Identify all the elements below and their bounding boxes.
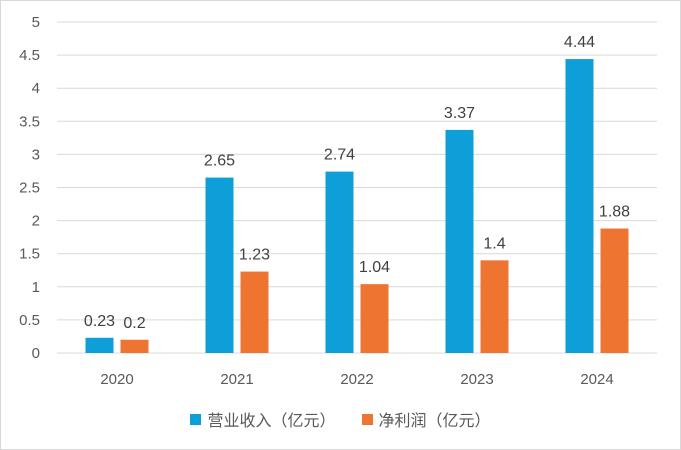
data-label-revenue-2020: 0.23 bbox=[84, 313, 115, 330]
bar-net-profit-2021 bbox=[240, 271, 269, 353]
y-tick-label: 1 bbox=[32, 279, 40, 296]
y-tick-label: 0.5 bbox=[19, 312, 40, 329]
legend-swatch-net-profit bbox=[361, 413, 373, 425]
bar-revenue-2024 bbox=[565, 59, 594, 354]
y-tick-label: 5 bbox=[32, 14, 40, 31]
bar-revenue-2020 bbox=[85, 337, 114, 353]
y-axis-ticks: 0 0.5 1 1.5 2 2.5 3 3.5 4 4.5 5 bbox=[19, 14, 40, 362]
data-label-revenue-2021: 2.65 bbox=[204, 153, 235, 170]
y-tick-label: 0 bbox=[32, 345, 40, 362]
data-labels: 0.23 0.2 2.65 1.23 2.74 1.04 3.37 1.4 4.44 1.88 bbox=[84, 34, 630, 332]
data-label-net-profit-2021: 1.23 bbox=[239, 247, 270, 264]
bar-revenue-2023 bbox=[445, 129, 474, 353]
data-label-net-profit-2023: 1.4 bbox=[483, 235, 505, 252]
gridlines bbox=[57, 21, 657, 354]
data-label-net-profit-2022: 1.04 bbox=[359, 259, 390, 276]
legend-label-net-profit: 净利润（亿元） bbox=[378, 411, 491, 430]
bar-net-profit-2020 bbox=[120, 339, 149, 353]
x-tick-label: 2020 bbox=[100, 371, 133, 388]
legend-item-net-profit: 净利润（亿元） bbox=[361, 407, 491, 431]
y-tick-label: 4.5 bbox=[19, 47, 40, 64]
legend-label-revenue: 营业收入（亿元） bbox=[207, 411, 336, 430]
data-label-revenue-2022: 2.74 bbox=[324, 147, 355, 164]
data-label-net-profit-2024: 1.88 bbox=[599, 204, 630, 221]
legend: 营业收入（亿元） 净利润（亿元） bbox=[0, 407, 681, 431]
y-tick-label: 3.5 bbox=[19, 113, 40, 130]
bars bbox=[85, 59, 629, 354]
bar-revenue-2021 bbox=[205, 177, 234, 353]
data-label-revenue-2024: 4.44 bbox=[564, 34, 595, 51]
x-tick-label: 2021 bbox=[220, 371, 253, 388]
legend-swatch-revenue bbox=[190, 413, 202, 425]
x-axis-ticks: 2020 2021 2022 2023 2024 bbox=[100, 371, 613, 388]
x-tick-label: 2022 bbox=[340, 371, 373, 388]
y-tick-label: 4 bbox=[32, 80, 40, 97]
bar-net-profit-2022 bbox=[360, 284, 389, 353]
y-tick-label: 2 bbox=[32, 213, 40, 230]
bar-net-profit-2023 bbox=[480, 260, 509, 353]
bar-chart: 0 0.5 1 1.5 2 2.5 3 3.5 4 4.5 5 0.23 0.2 2.65 1.23 2.7… bbox=[19, 14, 657, 388]
bar-revenue-2022 bbox=[325, 171, 354, 353]
data-label-net-profit-2020: 0.2 bbox=[123, 315, 145, 332]
x-tick-label: 2024 bbox=[580, 371, 613, 388]
bar-net-profit-2024 bbox=[600, 228, 629, 353]
legend-item-revenue: 营业收入（亿元） bbox=[190, 407, 336, 431]
y-tick-label: 2.5 bbox=[19, 180, 40, 197]
data-label-revenue-2023: 3.37 bbox=[444, 105, 475, 122]
x-tick-label: 2023 bbox=[460, 371, 493, 388]
y-tick-label: 3 bbox=[32, 146, 40, 163]
y-tick-label: 1.5 bbox=[19, 246, 40, 263]
